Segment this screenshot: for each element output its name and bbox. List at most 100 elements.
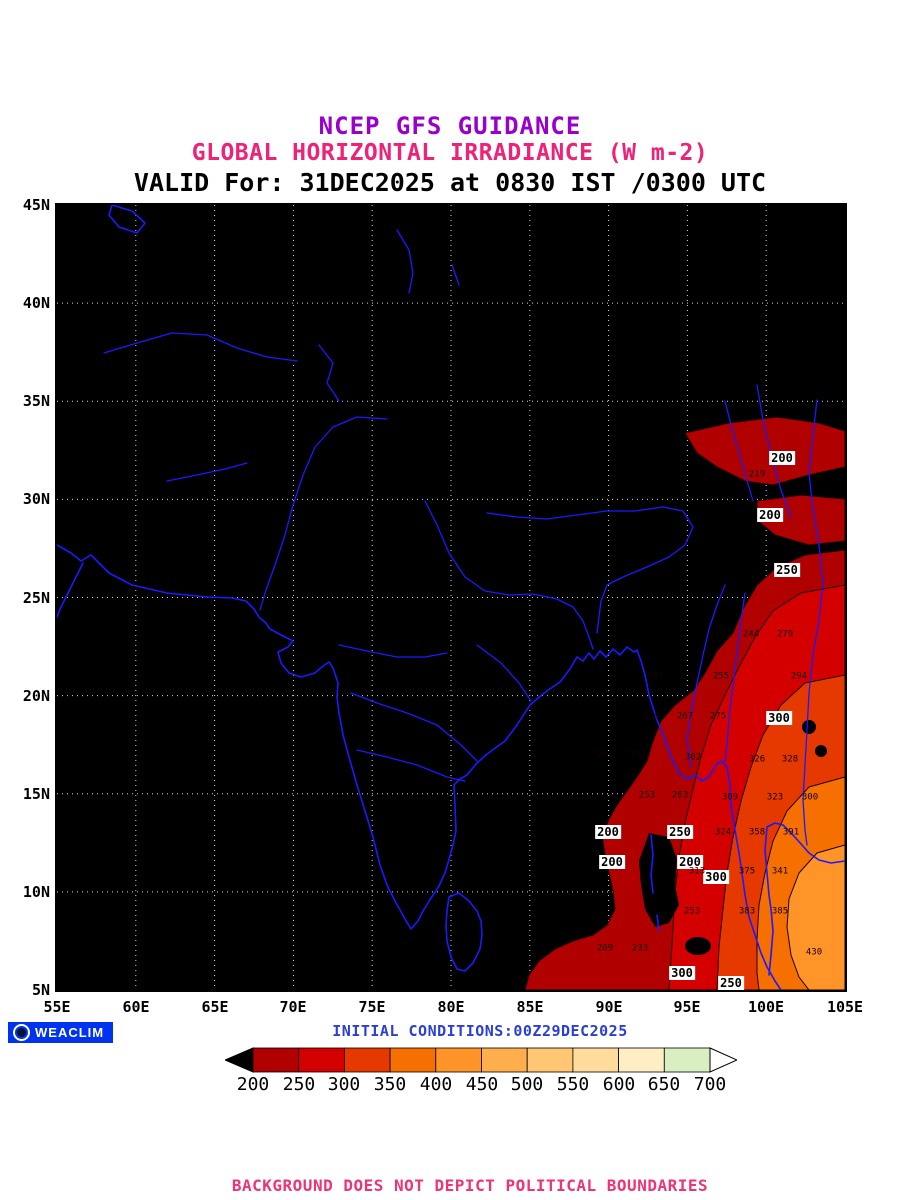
spot-value: 341 bbox=[771, 866, 789, 877]
river-godavari bbox=[350, 692, 478, 762]
weaclim-label: WEACLIM bbox=[35, 1025, 105, 1040]
x-axis-tick: 60E bbox=[122, 998, 150, 1016]
x-axis-tick: 105E bbox=[826, 998, 864, 1016]
x-axis-tick: 85E bbox=[516, 998, 544, 1016]
contour-label: 250 bbox=[718, 976, 744, 990]
y-axis-tick: 10N bbox=[22, 883, 50, 901]
colorbar-ticks: 200 250 300 350 400 450 500 550 600 650 … bbox=[225, 1074, 737, 1098]
colorbar-segment bbox=[344, 1047, 391, 1073]
colorbar-segment bbox=[481, 1047, 528, 1073]
coastline-sri-lanka bbox=[445, 892, 483, 972]
river-krishna bbox=[356, 749, 466, 782]
x-axis-tick: 65E bbox=[201, 998, 229, 1016]
river-kashmir bbox=[318, 344, 340, 402]
y-axis-tick: 15N bbox=[22, 785, 50, 803]
colorbar-tick: 200 bbox=[236, 1074, 270, 1095]
field-band-400 bbox=[786, 844, 845, 990]
spot-value: 263 bbox=[671, 790, 689, 801]
spot-value: 383 bbox=[738, 906, 756, 917]
colorbar-overflow-arrow bbox=[709, 1047, 739, 1073]
spot-value: 294 bbox=[790, 671, 808, 682]
river-tarim bbox=[396, 229, 460, 294]
river-ganges bbox=[424, 500, 594, 650]
coastlines bbox=[57, 205, 845, 990]
spot-value: 328 bbox=[781, 754, 799, 765]
contour-label: 300 bbox=[669, 966, 695, 980]
y-axis-tick: 25N bbox=[22, 589, 50, 607]
spot-value: 385 bbox=[771, 906, 789, 917]
colorbar-segment bbox=[663, 1047, 711, 1073]
spot-value: 430 bbox=[805, 947, 823, 958]
field-east-strip-200 bbox=[756, 494, 845, 546]
river-salween bbox=[724, 592, 746, 762]
river-narmada bbox=[338, 644, 448, 658]
spot-value: 279 bbox=[776, 629, 794, 640]
colorbar-segment bbox=[252, 1047, 300, 1073]
spot-value: 358 bbox=[748, 827, 766, 838]
colorbar-tick: 600 bbox=[602, 1074, 636, 1095]
x-axis-tick: 95E bbox=[673, 998, 701, 1016]
spot-value: 323 bbox=[766, 792, 784, 803]
spot-value: 300 bbox=[801, 792, 819, 803]
rivers bbox=[103, 229, 824, 846]
spot-value: 267 bbox=[676, 711, 694, 722]
coastline-main bbox=[57, 544, 782, 990]
contour-label: 200 bbox=[599, 855, 625, 869]
colorbar-tick: 350 bbox=[373, 1074, 407, 1095]
y-axis-tick: 30N bbox=[22, 490, 50, 508]
x-axis-tick: 75E bbox=[358, 998, 386, 1016]
colorbar-segment bbox=[526, 1047, 574, 1073]
colorbar-tick: 650 bbox=[647, 1074, 681, 1095]
coastline-oman bbox=[57, 562, 84, 618]
colorbar-tick: 700 bbox=[693, 1074, 727, 1095]
y-axis-tick: 35N bbox=[22, 392, 50, 410]
spot-value: 219 bbox=[643, 711, 661, 722]
title-model: NCEP GFS GUIDANCE bbox=[318, 112, 582, 140]
colorbar-tick: 300 bbox=[327, 1074, 361, 1095]
islands-andaman bbox=[650, 834, 660, 932]
spot-value: 302 bbox=[684, 752, 702, 763]
spot-value: 275 bbox=[709, 711, 727, 722]
y-axis-tick: 5N bbox=[31, 981, 50, 999]
colorbar-tick: 400 bbox=[419, 1074, 453, 1095]
colorbar-tick: 500 bbox=[510, 1074, 544, 1095]
river-mekong bbox=[802, 399, 824, 846]
colorbar-tick: 250 bbox=[282, 1074, 316, 1095]
y-axis-tick: 40N bbox=[22, 294, 50, 312]
title-variable: GLOBAL HORIZONTAL IRRADIANCE (W m-2) bbox=[191, 140, 709, 166]
spot-value: 209 bbox=[596, 943, 614, 954]
river-irrawaddy bbox=[686, 584, 726, 768]
y-axis-tick: 20N bbox=[22, 687, 50, 705]
spot-value: 313 bbox=[688, 866, 706, 877]
contour-label: 200 bbox=[677, 855, 703, 869]
coastline-gulf-of-thailand bbox=[764, 822, 845, 976]
spot-value: 230 bbox=[708, 629, 726, 640]
grid-lines bbox=[57, 205, 845, 990]
spot-value: 309 bbox=[721, 792, 739, 803]
river-mahanadi bbox=[476, 644, 532, 702]
spot-value: 219 bbox=[748, 469, 766, 480]
colorbar-tick: 550 bbox=[556, 1074, 590, 1095]
field-ne-patch-200 bbox=[684, 416, 845, 486]
spot-value: 205 bbox=[596, 750, 614, 761]
disclaimer-text: BACKGROUND DOES NOT DEPICT POLITICAL BOU… bbox=[231, 1176, 709, 1195]
spot-value: 207 bbox=[646, 671, 664, 682]
spot-value: 232 bbox=[629, 750, 647, 761]
weaclim-logo-icon bbox=[13, 1024, 30, 1041]
x-axis-tick: 70E bbox=[279, 998, 307, 1016]
river-brahmaputra bbox=[486, 506, 694, 634]
colorbar-segment bbox=[389, 1047, 437, 1073]
spot-value: 326 bbox=[748, 754, 766, 765]
x-axis-tick: 100E bbox=[747, 998, 785, 1016]
x-axis-tick: 90E bbox=[595, 998, 623, 1016]
lake-aral-tip bbox=[108, 205, 146, 234]
spot-value: 233 bbox=[631, 943, 649, 954]
colorbar-segment bbox=[572, 1047, 619, 1073]
spot-value: 375 bbox=[738, 866, 756, 877]
colorbar-tick: 450 bbox=[465, 1074, 499, 1095]
x-axis-tick: 80E bbox=[437, 998, 465, 1016]
spot-value: 253 bbox=[638, 790, 656, 801]
y-axis-tick: 45N bbox=[22, 196, 50, 214]
contour-label: 300 bbox=[766, 711, 792, 725]
